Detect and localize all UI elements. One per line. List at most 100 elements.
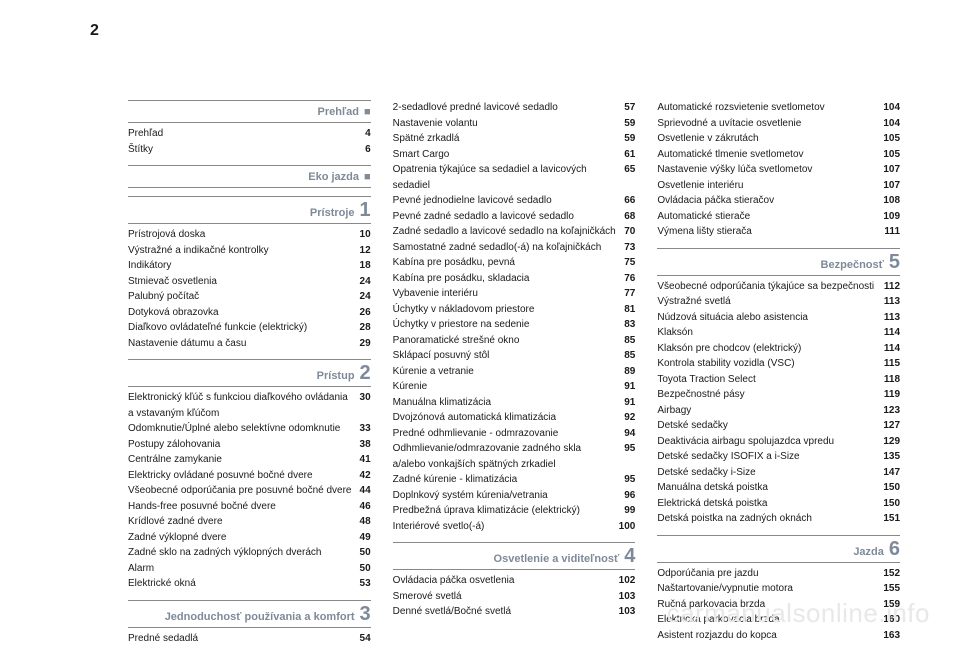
toc-label: Dvojzónová automatická klimatizácia bbox=[393, 410, 625, 426]
toc-row: Detská poistka na zadných oknách151 bbox=[657, 511, 900, 527]
toc-page: 68 bbox=[624, 209, 635, 225]
toc-page: 151 bbox=[883, 511, 900, 527]
toc-page: 42 bbox=[360, 468, 371, 484]
toc-label: Zadné výklopné dvere bbox=[128, 530, 360, 546]
toc-label: Nastavenie dátumu a času bbox=[128, 336, 360, 352]
toc-row: Bezpečnostné pásy119 bbox=[657, 387, 900, 403]
section-title: Prístroje bbox=[310, 205, 355, 222]
toc-page: 107 bbox=[883, 178, 900, 194]
toc-label: Kontrola stability vozidla (VSC) bbox=[657, 356, 884, 372]
toc-label: Kúrenie a vetranie bbox=[393, 364, 625, 380]
toc-label: Vybavenie interiéru bbox=[393, 286, 625, 302]
toc-label: Všeobecné odporúčania pre posuvné bočné … bbox=[128, 483, 360, 499]
toc-page: 115 bbox=[884, 356, 900, 372]
toc-label: Toyota Traction Select bbox=[657, 372, 884, 388]
toc-label: Detská poistka na zadných oknách bbox=[657, 511, 883, 527]
toc-page: 12 bbox=[360, 243, 371, 259]
toc-label: Úchytky v priestore na sedenie bbox=[393, 317, 625, 333]
toc-label: Smerové svetlá bbox=[393, 589, 619, 605]
toc-page: 6 bbox=[365, 142, 371, 158]
section-marker: ■ bbox=[364, 104, 371, 121]
toc-row: Nastavenie dátumu a času29 bbox=[128, 336, 371, 352]
toc-page: 50 bbox=[360, 545, 371, 561]
toc-row: Odporúčania pre jazdu152 bbox=[657, 566, 900, 582]
toc-page: 75 bbox=[624, 255, 635, 271]
toc-page: 29 bbox=[360, 336, 371, 352]
section-header: Jazda6 bbox=[657, 535, 900, 563]
toc-label: Doplnkový systém kúrenia/vetrania bbox=[393, 488, 625, 504]
toc-page: 123 bbox=[883, 403, 900, 419]
toc-row: Vybavenie interiéru77 bbox=[393, 286, 636, 302]
toc-row: Postupy zálohovania38 bbox=[128, 437, 371, 453]
toc-label: Zadné sedadlo a lavicové sedadlo na koľa… bbox=[393, 224, 625, 240]
toc-row: Výstražné svetlá113 bbox=[657, 294, 900, 310]
toc-row: Manuálna detská poistka150 bbox=[657, 480, 900, 496]
toc-label: Dotyková obrazovka bbox=[128, 305, 360, 321]
toc-label: Odporúčania pre jazdu bbox=[657, 566, 883, 582]
toc-page: 129 bbox=[883, 434, 900, 450]
section-number: 2 bbox=[360, 363, 371, 383]
toc-page: 44 bbox=[360, 483, 371, 499]
toc-label: Osvetlenie v zákrutách bbox=[657, 131, 883, 147]
toc-page: 152 bbox=[883, 566, 900, 582]
toc-row: Centrálne zamykanie41 bbox=[128, 452, 371, 468]
toc-label: Detské sedačky ISOFIX a i-Size bbox=[657, 449, 883, 465]
toc-label: Osvetlenie interiéru bbox=[657, 178, 883, 194]
toc-row: Airbagy123 bbox=[657, 403, 900, 419]
toc-row: Doplnkový systém kúrenia/vetrania96 bbox=[393, 488, 636, 504]
toc-row: Alarm50 bbox=[128, 561, 371, 577]
section-title: Bezpečnosť bbox=[821, 257, 884, 274]
toc-label: Automatické tlmenie svetlometov bbox=[657, 147, 883, 163]
toc-label: Úchytky v nákladovom priestore bbox=[393, 302, 625, 318]
toc-row: Elektricky ovládané posuvné bočné dvere4… bbox=[128, 468, 371, 484]
toc-page: 95 bbox=[624, 441, 635, 457]
watermark: carmanualsonline.info bbox=[667, 598, 930, 629]
toc-row: Predbežná úprava klimatizácie (elektrick… bbox=[393, 503, 636, 519]
toc-label: Panoramatické strešné okno bbox=[393, 333, 625, 349]
toc-row: Automatické rozsvietenie svetlometov104 bbox=[657, 100, 900, 116]
toc-page: 33 bbox=[360, 421, 371, 437]
toc-page: 103 bbox=[619, 604, 636, 620]
toc-row: Indikátory18 bbox=[128, 258, 371, 274]
toc-row: 2-sedadlové predné lavicové sedadlo57 bbox=[393, 100, 636, 116]
toc-row: Nastavenie volantu59 bbox=[393, 116, 636, 132]
toc-label: Klaksón pre chodcov (elektrický) bbox=[657, 341, 884, 357]
toc-row: Krídlové zadné dvere48 bbox=[128, 514, 371, 530]
section-number: 5 bbox=[889, 252, 900, 272]
toc-label: Pevné zadné sedadlo a lavicové sedadlo bbox=[393, 209, 625, 225]
section-title: Prehľad bbox=[317, 104, 359, 121]
toc-page: 77 bbox=[624, 286, 635, 302]
toc-columns: Prehľad■Prehľad4Štítky6Eko jazda■Prístro… bbox=[128, 100, 900, 646]
toc-page: 65 bbox=[624, 162, 635, 178]
toc-page: 85 bbox=[624, 348, 635, 364]
toc-row: Kúrenie a vetranie89 bbox=[393, 364, 636, 380]
toc-label: Airbagy bbox=[657, 403, 883, 419]
toc-label: Indikátory bbox=[128, 258, 360, 274]
toc-label: Elektricky ovládané posuvné bočné dvere bbox=[128, 468, 360, 484]
toc-page: 91 bbox=[624, 395, 635, 411]
toc-row: Pevné jednodielne lavicové sedadlo66 bbox=[393, 193, 636, 209]
toc-label: Palubný počítač bbox=[128, 289, 360, 305]
toc-column: Prehľad■Prehľad4Štítky6Eko jazda■Prístro… bbox=[128, 100, 371, 646]
section-header: Bezpečnosť 5 bbox=[657, 248, 900, 276]
toc-label: Samostatné zadné sedadlo(-á) na koľajnič… bbox=[393, 240, 625, 256]
toc-page: 50 bbox=[360, 561, 371, 577]
toc-row: Automatické stierače109 bbox=[657, 209, 900, 225]
toc-page: 30 bbox=[360, 390, 371, 406]
toc-row: Detské sedačky i-Size147 bbox=[657, 465, 900, 481]
toc-label: Asistent rozjazdu do kopca bbox=[657, 628, 883, 644]
toc-row: Núdzová situácia alebo asistencia113 bbox=[657, 310, 900, 326]
toc-page: 24 bbox=[360, 274, 371, 290]
toc-label: Manuálna klimatizácia bbox=[393, 395, 625, 411]
section-title: Osvetlenie a viditeľnosť bbox=[494, 551, 620, 568]
toc-page: 150 bbox=[883, 480, 900, 496]
toc-page: 53 bbox=[360, 576, 371, 592]
toc-column: 2-sedadlové predné lavicové sedadlo57Nas… bbox=[393, 100, 636, 646]
toc-page: 85 bbox=[624, 333, 635, 349]
toc-row: Automatické tlmenie svetlometov105 bbox=[657, 147, 900, 163]
toc-row: Detské sedačky ISOFIX a i-Size135 bbox=[657, 449, 900, 465]
toc-row: Zadné výklopné dvere49 bbox=[128, 530, 371, 546]
toc-row: Denné svetlá/Bočné svetlá103 bbox=[393, 604, 636, 620]
toc-row: Predné odhmlievanie - odmrazovanie94 bbox=[393, 426, 636, 442]
toc-page: 111 bbox=[884, 224, 900, 240]
